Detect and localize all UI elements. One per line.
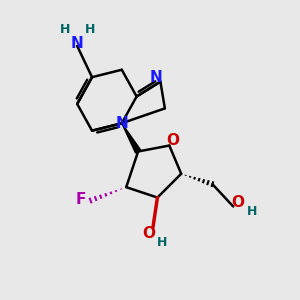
Text: N: N	[116, 116, 128, 131]
Text: O: O	[231, 195, 244, 210]
Text: N: N	[71, 35, 84, 50]
Text: N: N	[150, 70, 162, 85]
Polygon shape	[122, 123, 141, 153]
Text: O: O	[142, 226, 155, 241]
Text: H: H	[247, 205, 257, 218]
Text: O: O	[166, 133, 179, 148]
Text: F: F	[76, 191, 86, 206]
Text: H: H	[157, 236, 167, 249]
Text: H: H	[59, 23, 70, 36]
Text: H: H	[85, 23, 95, 36]
